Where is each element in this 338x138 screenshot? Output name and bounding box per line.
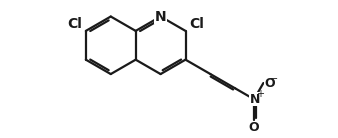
Text: −: −: [270, 74, 279, 84]
Text: N: N: [155, 10, 166, 23]
Text: N: N: [250, 93, 260, 106]
Text: +: +: [256, 89, 264, 99]
Text: Cl: Cl: [189, 17, 204, 31]
Text: O: O: [265, 77, 275, 90]
Text: O: O: [249, 121, 259, 134]
Text: Cl: Cl: [67, 17, 82, 31]
